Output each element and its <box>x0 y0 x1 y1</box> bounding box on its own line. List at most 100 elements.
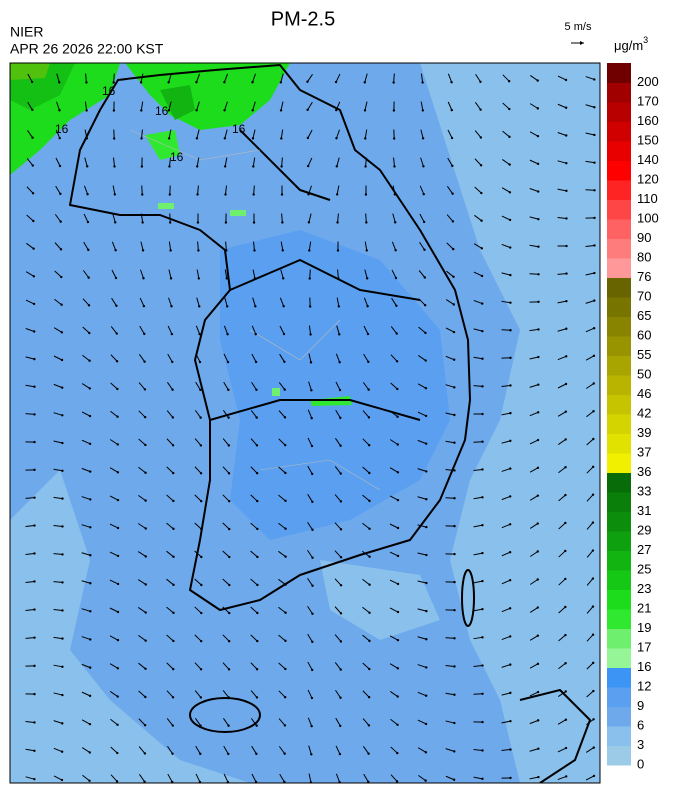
wind-arrow <box>250 494 258 502</box>
wind-arrow-head <box>306 80 309 83</box>
legend-label: 16 <box>637 659 651 674</box>
wind-arrow-head <box>481 664 484 667</box>
wind-arrow <box>529 439 539 445</box>
wind-arrow-head <box>394 276 398 280</box>
wind-arrow <box>167 382 173 390</box>
wind-arrow-head <box>367 360 370 364</box>
wind-arrow-head <box>116 667 120 670</box>
wind-arrow-head <box>33 385 36 388</box>
wind-arrow <box>166 662 174 670</box>
wind-arrow <box>223 73 229 83</box>
wind-arrow <box>307 521 313 531</box>
wind-arrow <box>585 747 595 753</box>
wind-arrow-head <box>536 134 540 138</box>
wind-arrow <box>110 774 118 782</box>
wind-arrow-head <box>392 109 396 112</box>
title: PM-2.5 <box>271 8 335 30</box>
wind-arrow <box>81 552 91 556</box>
wind-arrow <box>501 523 511 529</box>
wind-arrow-head <box>89 526 92 529</box>
wind-arrow-head <box>592 327 596 330</box>
wind-arrow-head <box>280 165 283 168</box>
wind-arrow <box>336 157 340 167</box>
legend-label: 29 <box>637 522 651 537</box>
legend-swatch <box>607 199 631 220</box>
wind-arrow <box>53 383 63 389</box>
wind-arrow <box>194 522 202 530</box>
wind-arrow-head <box>226 360 230 364</box>
wind-arrow <box>81 636 91 640</box>
wind-arrow <box>418 355 426 361</box>
wind-arrow-head <box>481 357 484 360</box>
wind-arrow-head <box>368 667 371 671</box>
wind-arrow-head <box>116 554 120 558</box>
wind-arrow-head <box>393 193 397 196</box>
wind-arrow <box>278 382 286 390</box>
wind-arrow <box>54 298 62 306</box>
wind-arrow <box>109 439 119 445</box>
legend-label: 37 <box>637 444 651 459</box>
wind-arrow-head <box>255 668 259 671</box>
wind-arrow <box>225 241 227 251</box>
wind-arrow-head <box>421 137 425 140</box>
wind-arrow <box>109 551 119 557</box>
wind-arrow <box>391 297 397 307</box>
legend-swatch <box>607 628 631 649</box>
wind-arrow-head <box>308 277 311 280</box>
wind-arrow-head <box>593 216 596 220</box>
wind-arrow <box>110 746 118 754</box>
wind-arrow <box>56 101 60 111</box>
wind-arrow-head <box>112 109 116 112</box>
wind-arrow-head <box>306 164 310 168</box>
legend-swatch <box>607 258 631 278</box>
wind-arrow-head <box>227 724 230 727</box>
wind-arrow-head <box>481 692 484 695</box>
wind-arrow-head <box>591 577 595 580</box>
wind-arrow <box>585 355 595 361</box>
wind-arrow-head <box>424 694 428 697</box>
wind-arrow-head <box>481 302 484 305</box>
legend-swatch <box>607 609 631 629</box>
wind-arrow-head <box>87 276 90 279</box>
wind-arrow-head <box>227 416 230 419</box>
wind-arrow <box>337 269 339 279</box>
wind-arrow-head <box>453 693 456 696</box>
wind-arrow <box>194 634 202 642</box>
wind-arrow <box>53 327 63 333</box>
wind-arrow-head <box>481 496 484 499</box>
wind-arrow <box>250 634 258 642</box>
wind-arrow <box>111 241 117 251</box>
wind-arrow <box>222 578 230 586</box>
wind-arrow-head <box>171 696 175 699</box>
wind-arrow <box>473 524 483 528</box>
legend-swatch <box>607 160 631 181</box>
wind-arrow <box>419 213 425 223</box>
wind-arrow-head <box>536 662 540 666</box>
wind-arrow <box>83 185 89 195</box>
wind-arrow <box>445 775 455 781</box>
wind-arrow <box>529 663 539 669</box>
wind-arrow-head <box>564 662 567 665</box>
wind-arrow <box>334 634 342 642</box>
wind-arrow <box>224 129 228 139</box>
wind-arrow <box>529 188 539 192</box>
wind-arrow-head <box>508 107 511 111</box>
legend-swatch <box>607 589 631 610</box>
wind-arrow-head <box>59 220 62 223</box>
wind-arrow <box>53 775 63 781</box>
wind-arrow <box>26 242 34 250</box>
wind-arrow-head <box>592 382 595 385</box>
wind-arrow-head <box>143 780 146 783</box>
wind-arrow <box>166 578 174 586</box>
legend-label: 50 <box>637 366 651 381</box>
wind-arrow-head <box>425 553 428 557</box>
wind-arrow-head <box>171 752 174 755</box>
wind-arrow-head <box>480 274 484 278</box>
wind-arrow-head <box>593 244 596 247</box>
wind-arrow <box>140 269 144 279</box>
wind-arrow-head <box>256 583 259 587</box>
wind-arrow-head <box>564 355 568 358</box>
wind-arrow-head <box>143 415 147 419</box>
wind-arrow-head <box>116 471 120 474</box>
wind-arrow-head <box>141 249 145 252</box>
